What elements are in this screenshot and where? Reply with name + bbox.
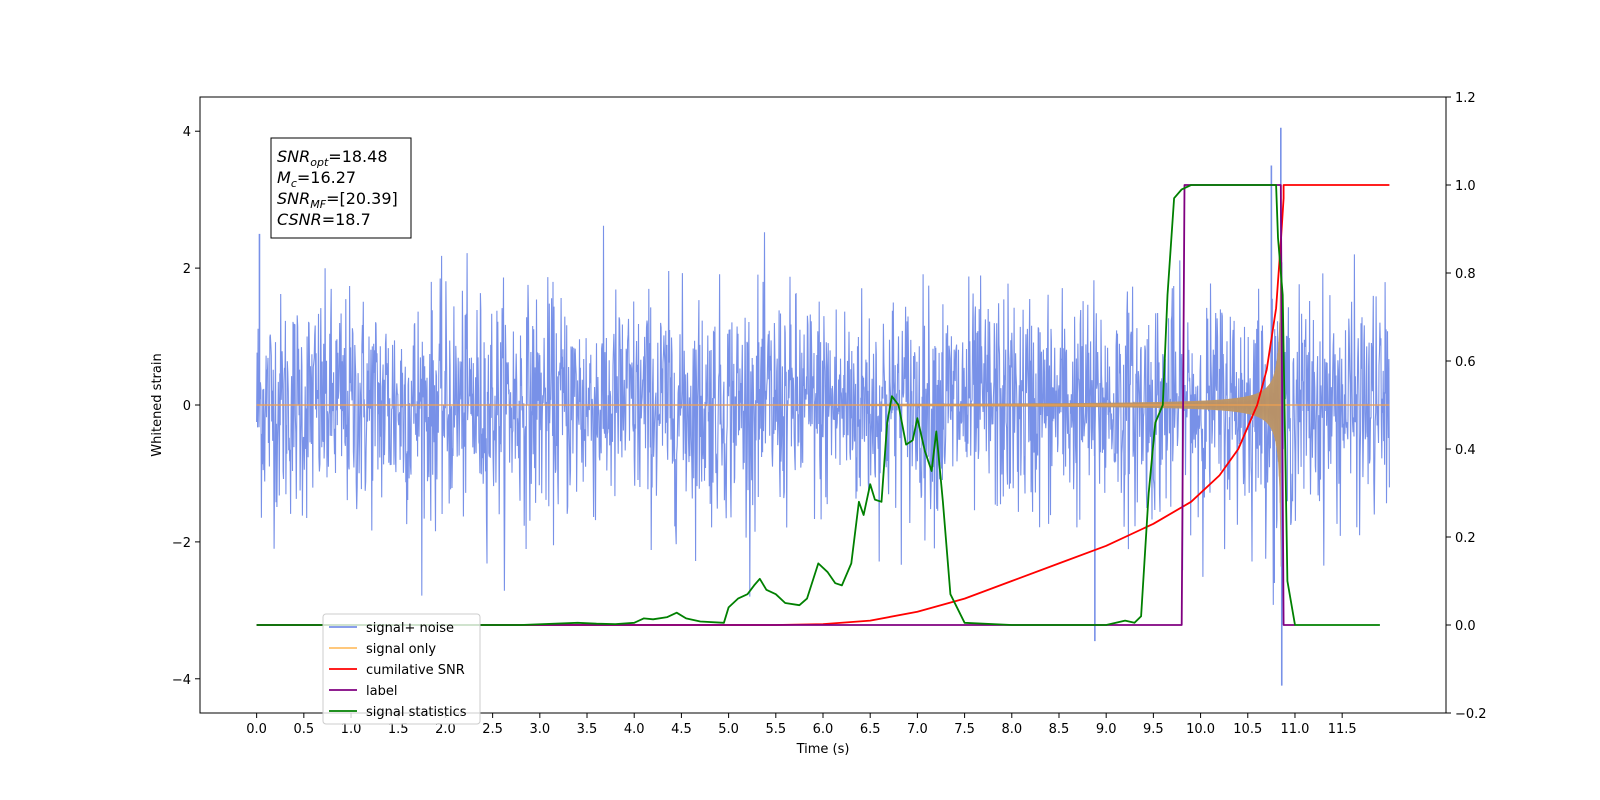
info-base: SNR <box>277 147 310 166</box>
y-tick-label: −4 <box>172 673 191 688</box>
y2-tick-label: 0.2 <box>1455 531 1476 546</box>
x-tick-label: 9.5 <box>1143 722 1164 737</box>
info-line: SNRopt=18.48 <box>277 147 388 169</box>
noise-trace <box>256 225 1390 605</box>
y2-tick-label: 0.8 <box>1455 267 1476 282</box>
y2-tick-label: 0.4 <box>1455 443 1476 458</box>
chirp-oscillation <box>869 283 1282 567</box>
info-base: M <box>277 168 291 187</box>
info-line: SNRMF=[20.39] <box>277 189 398 211</box>
x-tick-label: 11.0 <box>1280 722 1309 737</box>
x-tick-label: 10.5 <box>1233 722 1262 737</box>
info-box-frame <box>270 137 412 239</box>
x-tick-label: 0.5 <box>293 722 314 737</box>
info-rest: =[20.39] <box>326 189 398 208</box>
x-tick-label: 8.5 <box>1049 722 1070 737</box>
series-signal-only <box>256 243 1390 567</box>
y2-tick-label: −0.2 <box>1455 707 1487 722</box>
x-tick-label: 5.5 <box>765 722 786 737</box>
y-tick-label: −2 <box>172 536 191 551</box>
legend-label: signal statistics <box>366 705 467 720</box>
info-sub: c <box>291 177 297 190</box>
x-tick-label: 3.5 <box>577 722 598 737</box>
info-rest: =18.48 <box>328 147 387 166</box>
info-sub: MF <box>310 198 326 211</box>
y-tick-label: 0 <box>183 399 191 414</box>
info-line: Mc=16.27 <box>277 168 356 190</box>
y-tick-label: 4 <box>183 125 191 140</box>
x-tick-label: 7.5 <box>954 722 975 737</box>
x-tick-label: 11.5 <box>1328 722 1357 737</box>
legend-label: label <box>366 684 397 699</box>
series-layer <box>256 127 1390 686</box>
x-tick-label: 1.0 <box>341 722 362 737</box>
x-axis-label: Time (s) <box>796 742 850 757</box>
legend-label: signal+ noise <box>366 621 454 636</box>
info-line: CSNR=18.7 <box>277 210 371 229</box>
legend-frame <box>322 613 481 725</box>
x-tick-label: 6.0 <box>813 722 834 737</box>
x-tick-label: 8.0 <box>1001 722 1022 737</box>
x-tick-label: 4.5 <box>671 722 692 737</box>
y2-tick-label: 0.0 <box>1455 619 1476 634</box>
x-tick-label: 10.0 <box>1186 722 1215 737</box>
y2-tick-label: 1.2 <box>1455 91 1476 106</box>
x-tick-label: 9.0 <box>1096 722 1117 737</box>
info-annotation-box: SNRopt=18.48Mc=16.27SNRMF=[20.39]CSNR=18… <box>270 137 412 239</box>
y-tick-label: 2 <box>183 262 191 277</box>
info-rest: =18.7 <box>322 210 371 229</box>
x-tick-label: 0.0 <box>246 722 267 737</box>
x-tick-label: 1.5 <box>388 722 409 737</box>
y2-tick-label: 1.0 <box>1455 179 1476 194</box>
info-rest: =16.27 <box>297 168 356 187</box>
line-path <box>256 184 1380 626</box>
x-tick-label: 6.5 <box>860 722 881 737</box>
x-tick-label: 5.0 <box>718 722 739 737</box>
x-tick-label: 7.0 <box>907 722 928 737</box>
axes-layer: 0.0 0.5 1.0 1.5 2.0 2.5 3.0 3.5 4.0 4.5 5.0 5.5 6.0 6… <box>172 91 1487 737</box>
y-axis-label: Whitened strain <box>150 353 165 456</box>
info-base: SNR <box>277 189 310 208</box>
legend-label: signal only <box>366 642 436 657</box>
info-sub: opt <box>310 156 329 169</box>
x-tick-label: 2.5 <box>482 722 503 737</box>
x-tick-label: 3.0 <box>529 722 550 737</box>
x-tick-label: 2.0 <box>435 722 456 737</box>
series-signal-statistics <box>256 184 1380 626</box>
legend: signal+ noise signal only cumilative SNR la… <box>322 613 481 725</box>
y2-tick-label: 0.6 <box>1455 355 1476 370</box>
legend-label: cumilative SNR <box>366 663 465 678</box>
info-base: CSNR <box>277 210 322 229</box>
x-tick-label: 4.0 <box>624 722 645 737</box>
